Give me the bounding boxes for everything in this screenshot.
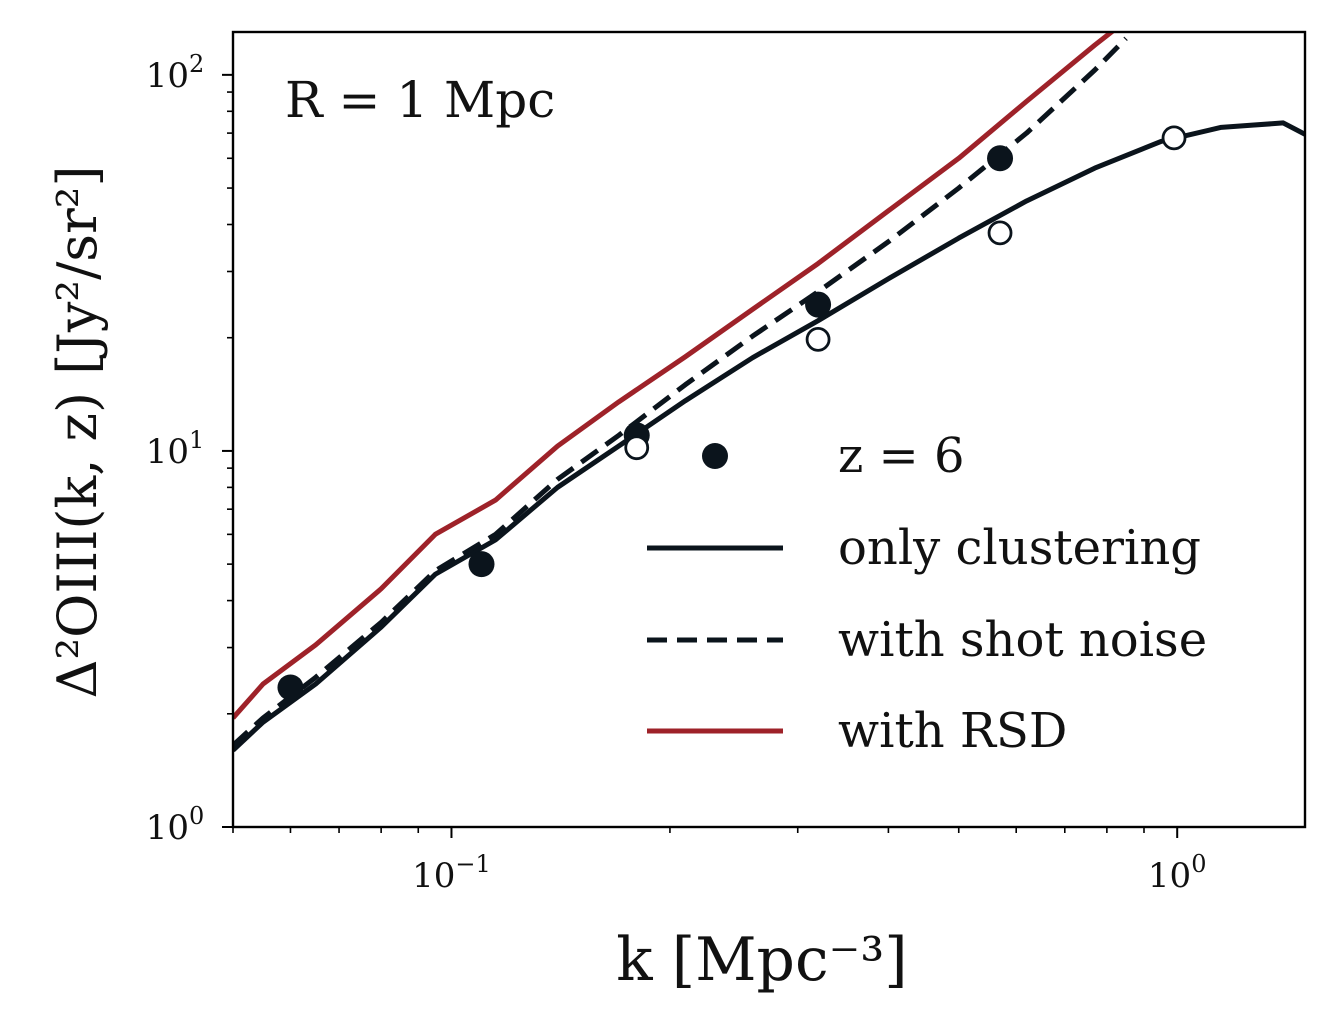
filled-data-point: [277, 674, 304, 701]
open-data-point: [987, 220, 1013, 246]
series-line-with-RSD: [233, 32, 1116, 720]
radius-annotation: R = 1 Mpc: [285, 71, 555, 129]
series-line-only-clustering: [233, 120, 1305, 753]
open-data-point: [1161, 125, 1187, 151]
filled-data-point: [468, 551, 495, 578]
open-data-point: [624, 435, 650, 461]
plot-series: [233, 32, 1305, 753]
legend: z = 6 only clustering with shot noise with …: [647, 428, 1207, 759]
legend-marker: [702, 443, 728, 469]
plot-frame: [231, 30, 1307, 829]
filled-data-point: [805, 291, 832, 318]
y-tick-label: 102: [146, 50, 205, 96]
x-tick-label: 100: [1148, 850, 1207, 896]
filled-data-point: [987, 145, 1014, 172]
y-tick-label: 100: [146, 802, 205, 848]
legend-label: only clustering: [838, 520, 1201, 576]
x-axis-label: k [Mpc⁻³]: [616, 925, 907, 995]
y-axis-label: Δ²OIII(k, z) [Jy²/sr²]: [46, 165, 109, 698]
y-tick-label: 101: [146, 426, 205, 472]
legend-label: with RSD: [838, 703, 1067, 759]
x-tick-label: 10−1: [412, 850, 491, 896]
legend-label: z = 6: [838, 428, 965, 484]
y-axis-ticks: 100 101 102: [146, 50, 233, 848]
x-axis-ticks: 10−1 100: [232, 827, 1207, 896]
legend-label: with shot noise: [838, 612, 1207, 668]
open-data-point: [805, 326, 831, 352]
